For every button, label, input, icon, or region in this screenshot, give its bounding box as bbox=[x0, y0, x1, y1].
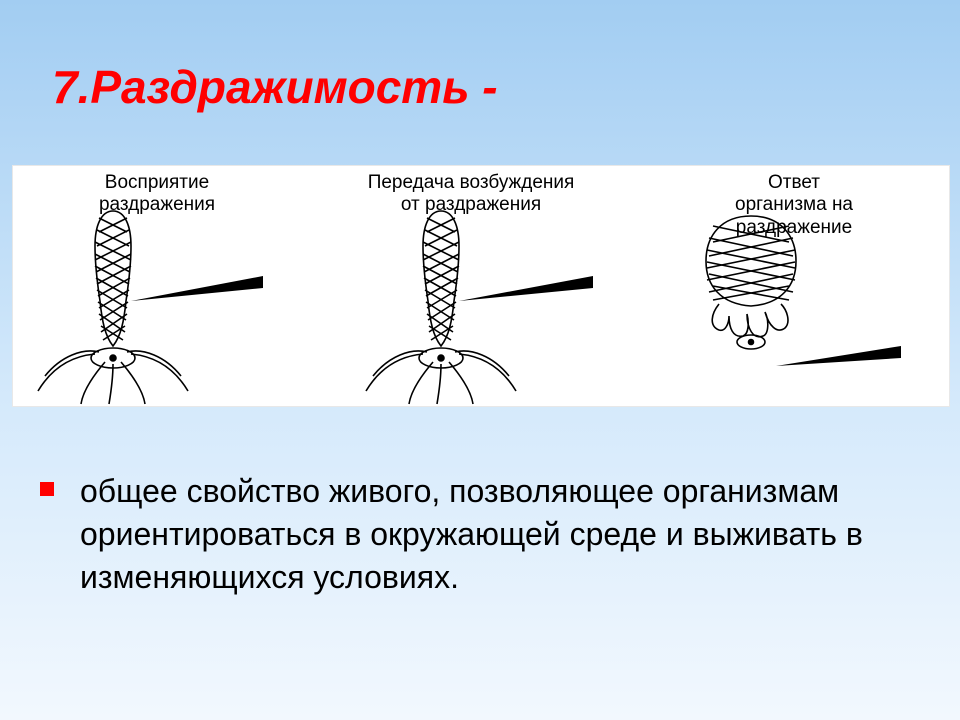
slide-title: 7.Раздражимость - bbox=[52, 60, 498, 114]
hydra-extended-1 bbox=[13, 206, 301, 406]
diagram-figure: Восприятие раздражения bbox=[12, 165, 950, 407]
panel-response: Ответ организма на раздражение bbox=[641, 166, 947, 406]
hydra-extended-2 bbox=[301, 206, 641, 406]
panel-transmission: Передача возбуждения от раздражения bbox=[301, 166, 641, 406]
hydra-contracted bbox=[641, 206, 947, 406]
definition-text: общее свойство живого, позволяющее орган… bbox=[80, 470, 920, 600]
panel-perception: Восприятие раздражения bbox=[13, 166, 301, 406]
bullet-icon bbox=[40, 482, 54, 496]
